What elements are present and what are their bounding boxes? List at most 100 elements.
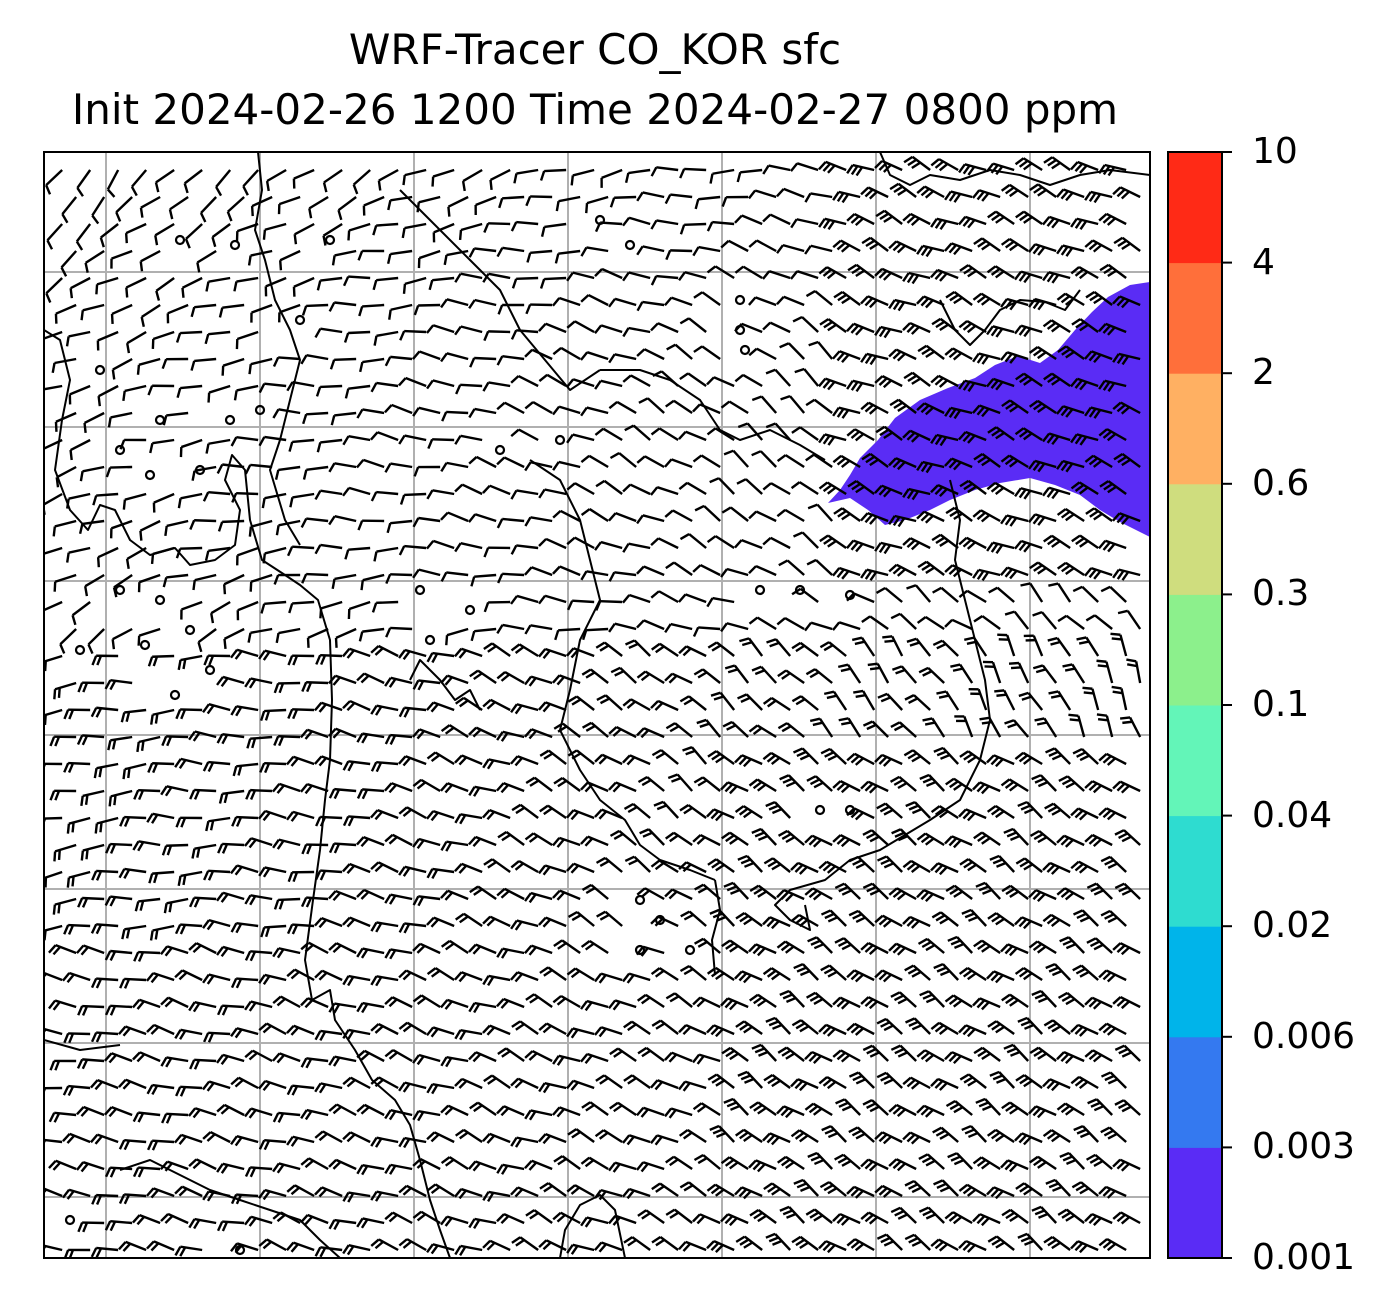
wind-barb [567,599,595,611]
wind-barb [274,465,301,480]
wind-barb [737,693,764,711]
wind-barb [1098,1022,1127,1036]
wind-barb [653,800,680,819]
wind-barb [734,1186,763,1200]
wind-barb [553,1155,581,1170]
wind-barb [905,1017,931,1035]
wind-barb [150,708,175,725]
wind-barb [931,911,959,927]
wind-barb [945,290,973,306]
wind-barb [610,666,637,684]
wind-barb [902,212,931,226]
wind-barb [1029,1046,1057,1062]
wind-barb [819,318,847,333]
wind-barb [482,484,511,496]
wind-barb [272,1052,301,1064]
wind-barb [735,1020,763,1035]
wind-barb [853,689,876,711]
wind-barb [230,1242,259,1254]
wind-barb [692,1213,721,1225]
wind-barb [665,1155,693,1170]
wind-barb [286,968,315,982]
wind-barb [197,628,217,653]
wind-barb [552,1054,581,1066]
wind-barb [1114,829,1141,846]
wind-barb [709,908,736,927]
wind-barb [972,1213,1001,1227]
wind-barb [1015,1074,1043,1089]
wind-barb [1098,428,1127,442]
wind-barb [244,1107,273,1119]
wind-barb [906,637,932,657]
wind-barb [356,408,385,419]
wind-barb [594,427,623,442]
wind-barb [748,564,777,577]
wind-barb [258,866,287,878]
wind-barb [1014,270,1043,284]
wind-barb [76,1105,105,1117]
wind-barb [580,781,609,793]
wind-barb [279,249,301,271]
wind-barb [52,897,77,915]
wind-barb [216,1053,245,1065]
wind-barb [706,966,735,982]
wind-barb [65,330,91,347]
wind-barb [933,746,960,765]
wind-barb [314,1130,343,1144]
wind-barb [595,479,623,495]
wind-barb [328,942,357,955]
wind-barb [888,298,917,312]
wind-barb [412,778,441,793]
wind-barb [160,945,189,957]
wind-barb [174,1028,203,1040]
wind-barb [454,483,483,496]
wind-barb [1000,237,1029,253]
wind-barb [875,209,903,225]
wind-barb [275,519,301,536]
wind-barb [692,403,721,415]
wind-barb [398,544,427,556]
wind-barb [1014,324,1043,338]
wind-barb [776,243,805,254]
wind-barb [961,908,988,927]
wind-barb [608,353,637,364]
wind-barb [902,1076,931,1090]
wind-barb [846,1185,875,1199]
wind-barb [45,169,63,195]
wind-barb [300,354,329,365]
wind-barb [510,594,539,605]
wind-barb [482,974,511,986]
wind-barb [384,403,413,415]
wind-barb [272,782,301,794]
wind-barb [805,290,833,306]
wind-barb [936,690,960,711]
wind-barb [973,939,1001,954]
colorbar-tick-label: 0.04 [1252,794,1333,836]
wind-barb [454,862,483,874]
wind-barb [874,267,903,281]
wind-barb [860,780,889,794]
wind-barb [454,1244,483,1257]
wind-barb [80,843,105,861]
wind-barb [916,1104,945,1118]
wind-barb [150,546,175,565]
wind-barb [188,1158,217,1171]
wind-barb [860,1211,889,1225]
wind-barb [370,1136,399,1148]
wind-barb [580,940,609,955]
wind-barb [1070,266,1099,280]
wind-barb [861,236,889,252]
wind-barb [988,586,1015,603]
wind-barb [454,1187,483,1200]
wind-barb [133,788,161,801]
wind-barb [636,727,665,739]
wind-barb [888,348,917,362]
wind-barb [398,922,427,934]
wind-barb [793,963,820,981]
wind-barb [1112,780,1141,794]
wind-barb [692,626,721,637]
wind-barb [958,215,987,229]
wind-barb [1045,1178,1072,1197]
wind-barb [468,407,497,419]
wind-barb [1001,884,1029,900]
